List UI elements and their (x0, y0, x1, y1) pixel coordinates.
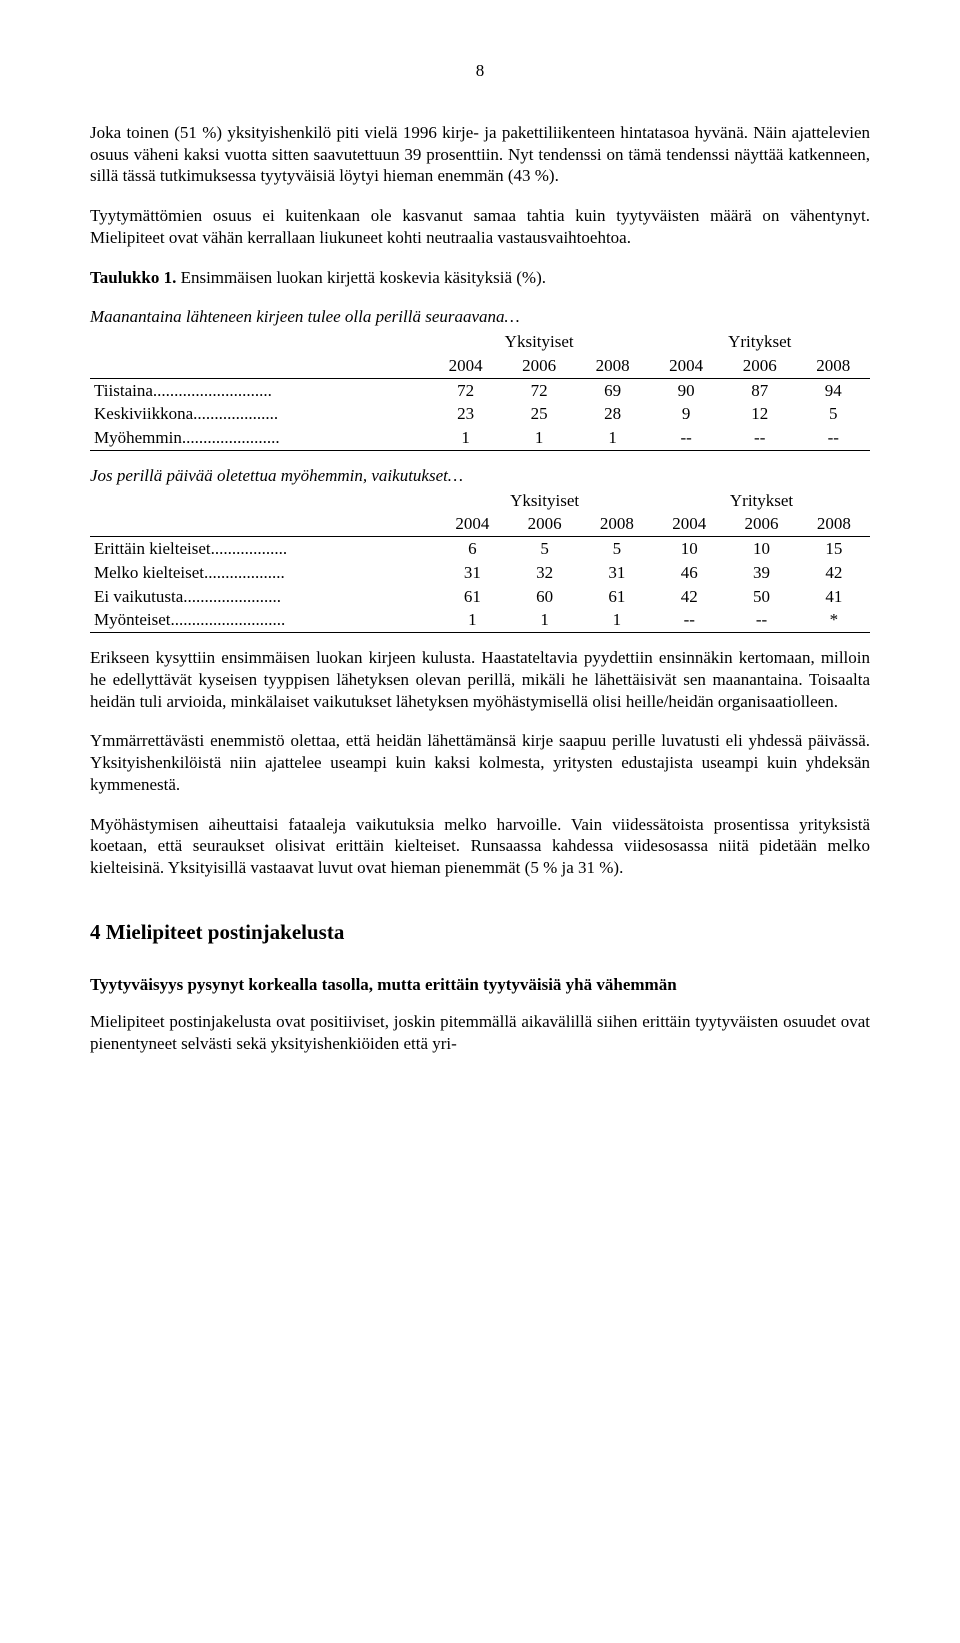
year-col: 2008 (796, 354, 870, 378)
cell: 31 (436, 561, 508, 585)
cell: 1 (581, 608, 653, 632)
dots: ............................ (153, 381, 272, 400)
table-row: Ei vaikutusta....................... 61 … (90, 585, 870, 609)
table2-subtitle: Jos perillä päivää oletettua myöhemmin, … (90, 465, 870, 487)
cell: 72 (502, 378, 576, 402)
cell: -- (723, 426, 797, 450)
row-label: Tiistaina (94, 381, 153, 400)
row-label: Melko kielteiset (94, 563, 204, 582)
year-col: 2006 (723, 354, 797, 378)
cell: * (798, 608, 870, 632)
cell: 94 (796, 378, 870, 402)
paragraph-2: Tyytymättömien osuus ei kuitenkaan ole k… (90, 205, 870, 249)
table1-title-rest: Ensimmäisen luokan kirjettä koskevia käs… (176, 268, 546, 287)
cell: 46 (653, 561, 725, 585)
year-col: 2004 (436, 512, 508, 536)
year-col: 2008 (798, 512, 870, 536)
paragraph-1: Joka toinen (51 %) yksityishenkilö piti … (90, 122, 870, 187)
year-col: 2008 (576, 354, 650, 378)
year-col: 2008 (581, 512, 653, 536)
dots: ....................... (182, 428, 280, 447)
cell: 5 (508, 537, 580, 561)
table1-title: Taulukko 1. Ensimmäisen luokan kirjettä … (90, 267, 870, 289)
dots: ....................... (183, 587, 281, 606)
table-2: Yksityiset Yritykset 2004 2006 2008 2004… (90, 489, 870, 634)
cell: 1 (576, 426, 650, 450)
year-col: 2004 (429, 354, 503, 378)
cell: 32 (508, 561, 580, 585)
year-col: 2006 (502, 354, 576, 378)
row-label: Keskiviikkona (94, 404, 193, 423)
cell: 1 (429, 426, 503, 450)
year-col: 2006 (508, 512, 580, 536)
cell: 41 (798, 585, 870, 609)
cell: 23 (429, 402, 503, 426)
cell: 5 (581, 537, 653, 561)
cell: 6 (436, 537, 508, 561)
dots: ................... (204, 563, 285, 582)
row-label: Myönteiset (94, 610, 171, 629)
page-number: 8 (90, 60, 870, 82)
cell: 1 (508, 608, 580, 632)
cell: 1 (436, 608, 508, 632)
paragraph-5: Myöhästymisen aiheuttaisi fataaleja vaik… (90, 814, 870, 879)
cell: 5 (796, 402, 870, 426)
table-1: Yksityiset Yritykset 2004 2006 2008 2004… (90, 330, 870, 451)
cell: 10 (725, 537, 797, 561)
cell: 28 (576, 402, 650, 426)
cell: 42 (798, 561, 870, 585)
dots: .................... (193, 404, 278, 423)
year-col: 2004 (653, 512, 725, 536)
cell: -- (649, 426, 723, 450)
cell: 1 (502, 426, 576, 450)
cell: 31 (581, 561, 653, 585)
cell: 90 (649, 378, 723, 402)
cell: 39 (725, 561, 797, 585)
table-year-row: 2004 2006 2008 2004 2006 2008 (90, 354, 870, 378)
cell: -- (653, 608, 725, 632)
cell: 15 (798, 537, 870, 561)
paragraph-6: Mielipiteet postinjakelusta ovat positii… (90, 1011, 870, 1055)
table-row: Melko kielteiset................... 31 3… (90, 561, 870, 585)
cell: 60 (508, 585, 580, 609)
section-heading-4: 4 Mielipiteet postinjakelusta (90, 919, 870, 946)
subheading: Tyytyväisyys pysynyt korkealla tasolla, … (90, 974, 870, 996)
dots: ........................... (171, 610, 286, 629)
year-col: 2004 (649, 354, 723, 378)
table1-title-label: Taulukko 1. (90, 268, 176, 287)
cell: 10 (653, 537, 725, 561)
cell: 42 (653, 585, 725, 609)
cell: 61 (436, 585, 508, 609)
cell: 9 (649, 402, 723, 426)
cell: 25 (502, 402, 576, 426)
cell: 50 (725, 585, 797, 609)
table-row: Myönteiset........................... 1 … (90, 608, 870, 632)
group-private: Yksityiset (436, 489, 653, 513)
table1-subtitle: Maanantaina lähteneen kirjeen tulee olla… (90, 306, 870, 328)
group-company: Yritykset (653, 489, 870, 513)
cell: 72 (429, 378, 503, 402)
row-label: Erittäin kielteiset (94, 539, 211, 558)
dots: .................. (211, 539, 288, 558)
table-group-header-row: Yksityiset Yritykset (90, 330, 870, 354)
cell: 69 (576, 378, 650, 402)
table-row: Keskiviikkona.................... 23 25 … (90, 402, 870, 426)
cell: -- (796, 426, 870, 450)
year-col: 2006 (725, 512, 797, 536)
cell: -- (725, 608, 797, 632)
group-private: Yksityiset (429, 330, 650, 354)
paragraph-4: Ymmärrettävästi enemmistö olettaa, että … (90, 730, 870, 795)
table-group-header-row: Yksityiset Yritykset (90, 489, 870, 513)
table-row: Erittäin kielteiset.................. 6 … (90, 537, 870, 561)
paragraph-3: Erikseen kysyttiin ensimmäisen luokan ki… (90, 647, 870, 712)
cell: 87 (723, 378, 797, 402)
table-row: Tiistaina............................ 72… (90, 378, 870, 402)
table-row: Myöhemmin....................... 1 1 1 -… (90, 426, 870, 450)
row-label: Ei vaikutusta (94, 587, 183, 606)
cell: 12 (723, 402, 797, 426)
row-label: Myöhemmin (94, 428, 182, 447)
table-year-row: 2004 2006 2008 2004 2006 2008 (90, 512, 870, 536)
cell: 61 (581, 585, 653, 609)
group-company: Yritykset (649, 330, 870, 354)
